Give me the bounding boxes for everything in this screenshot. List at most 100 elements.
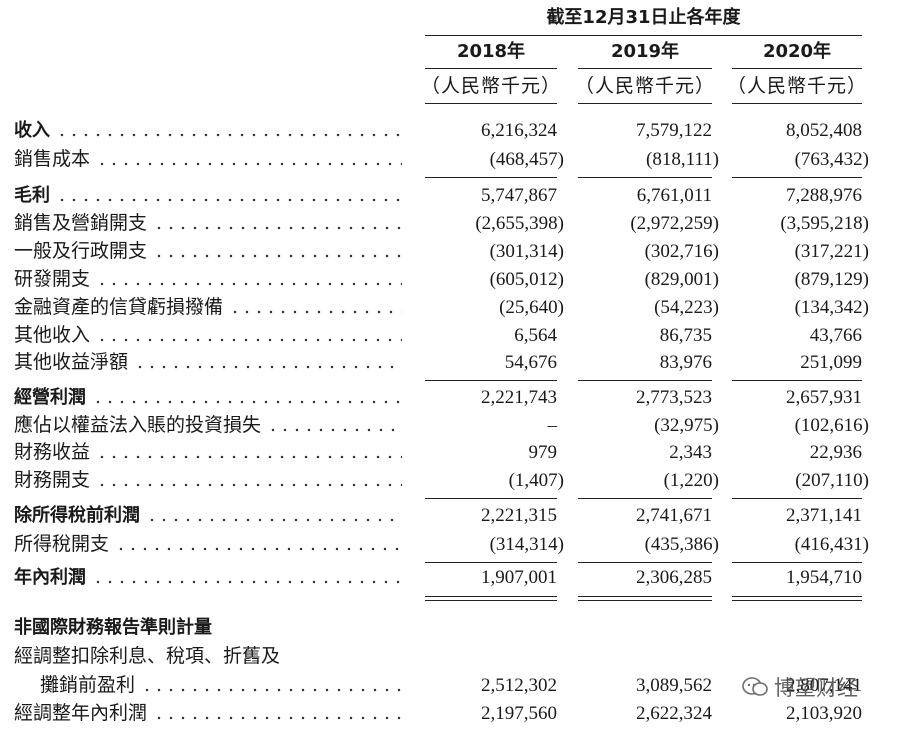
- leader-dots: [134, 364, 402, 370]
- row-label: 收入: [14, 117, 402, 145]
- total-rule: [732, 562, 862, 563]
- label-text: 其他收益淨額: [14, 352, 129, 373]
- cell-value: 2,306,285: [636, 567, 712, 588]
- label-text: 所得稅開支: [14, 534, 110, 555]
- cell-value: 2,657,931: [786, 387, 862, 408]
- total-rule: [425, 498, 557, 499]
- label-text: 一般及行政開支: [14, 241, 148, 262]
- cell-value: 2,343: [669, 442, 712, 463]
- label-text: 其他收入: [14, 325, 91, 346]
- column-year: 2018年: [456, 41, 526, 62]
- watermark-text: 博望财经: [774, 676, 858, 700]
- cell-value: 54,676: [504, 352, 557, 373]
- cell-value: (829,001): [644, 269, 719, 290]
- label-text: 除所得稅前利潤: [14, 505, 140, 526]
- column-unit: （人民幣千元）: [420, 76, 561, 97]
- cell-value: 1,907,001: [481, 567, 557, 588]
- row-label: 銷售及營銷開支: [14, 210, 402, 238]
- total-rule: [732, 498, 862, 499]
- row-label: 一般及行政開支: [14, 238, 402, 266]
- total-rule: [425, 380, 557, 381]
- cell-value: (605,012): [489, 269, 564, 290]
- cell-value: 43,766: [809, 325, 862, 346]
- cell-value: (134,342): [794, 297, 869, 318]
- cell-value: 2,512,302: [481, 675, 557, 696]
- column-unit: （人民幣千元）: [574, 76, 715, 97]
- cell-value: 2,807,141: [786, 675, 862, 696]
- leader-dots: [146, 517, 402, 523]
- row-label: 經調整年內利潤: [14, 700, 402, 728]
- total-rule: [425, 600, 557, 601]
- leader-dots: [96, 281, 402, 287]
- column-rule: [425, 103, 557, 104]
- cell-value: 7,288,976: [786, 185, 862, 206]
- label-text: 收入: [14, 120, 50, 141]
- cell-value: 6,216,324: [481, 120, 557, 141]
- cell-value: (879,129): [794, 269, 869, 290]
- label-text: 年內利潤: [14, 567, 86, 588]
- cell-value: (416,431): [794, 534, 869, 555]
- total-rule: [732, 600, 862, 601]
- label-text: 毛利: [14, 185, 50, 206]
- leader-dots: [56, 132, 402, 138]
- cell-value: 2,371,141: [786, 505, 862, 526]
- leader-dots: [92, 399, 402, 405]
- cell-value: 2,622,324: [636, 703, 712, 724]
- cell-value: (1,220): [663, 470, 719, 491]
- leader-dots: [96, 337, 402, 343]
- cell-value: 2,741,671: [636, 505, 712, 526]
- row-label: 攤銷前盈利: [40, 672, 402, 700]
- row-label: 其他收入: [14, 322, 402, 350]
- row-label: 年內利潤: [14, 564, 402, 592]
- leader-dots: [153, 715, 402, 721]
- cell-value: (818,111): [646, 149, 719, 170]
- watermark: 博望财经: [742, 672, 858, 702]
- cell-value: (314,314): [489, 534, 564, 555]
- cell-value: 86,735: [659, 325, 712, 346]
- leader-dots: [141, 687, 402, 693]
- cell-value: (302,716): [644, 241, 719, 262]
- total-rule: [732, 380, 862, 381]
- cell-value: 1,954,710: [786, 567, 862, 588]
- column-year: 2020年: [762, 41, 832, 62]
- cell-value: (2,655,398): [475, 213, 564, 234]
- row-label: 銷售成本: [14, 146, 402, 174]
- total-rule: [732, 177, 862, 178]
- leader-dots: [153, 253, 402, 259]
- cell-value: (102,616): [794, 415, 869, 436]
- cell-value: (301,314): [489, 241, 564, 262]
- cell-value: 6,564: [514, 325, 557, 346]
- cell-value: (207,110): [795, 470, 869, 491]
- cell-value: 3,089,562: [636, 675, 712, 696]
- row-label: 經營利潤: [14, 384, 402, 412]
- cell-value: (54,223): [654, 297, 719, 318]
- label-text: 銷售成本: [14, 149, 91, 170]
- row-label: 其他收益淨額: [14, 349, 402, 377]
- leader-dots: [92, 579, 402, 585]
- label-text: 經調整年內利潤: [14, 703, 148, 724]
- row-label: 財務開支: [14, 467, 402, 495]
- cell-value: (25,640): [499, 297, 564, 318]
- leader-dots: [56, 197, 402, 203]
- watermark-icon: [742, 677, 768, 696]
- row-label: 應佔以權益法入賬的投資損失: [14, 412, 402, 440]
- column-year: 2019年: [610, 41, 680, 62]
- label-text: 應佔以權益法入賬的投資損失: [14, 415, 262, 436]
- total-rule: [425, 177, 557, 178]
- leader-dots: [267, 427, 402, 433]
- row-label: 金融資產的信貸虧損撥備: [14, 294, 402, 322]
- cell-value: –: [547, 415, 558, 436]
- label-text: 財務收益: [14, 442, 91, 463]
- row-label: 所得稅開支: [14, 531, 402, 559]
- leader-dots: [96, 161, 402, 167]
- column-rule: [732, 68, 862, 69]
- leader-dots: [115, 546, 402, 552]
- header-rule: [425, 35, 862, 36]
- cell-value: (32,975): [654, 415, 719, 436]
- cell-value: (763,432): [794, 149, 869, 170]
- cell-value: (468,457): [489, 149, 564, 170]
- label-text: 經調整扣除利息、稅項、折舊及: [14, 646, 281, 667]
- column-rule: [578, 103, 712, 104]
- cell-value: 251,099: [800, 352, 862, 373]
